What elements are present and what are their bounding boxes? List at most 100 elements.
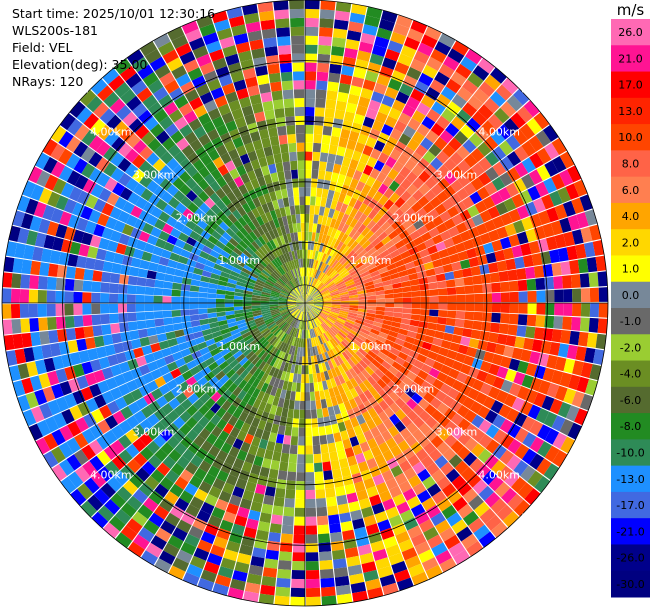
ray-gate-cell: [420, 231, 432, 242]
colorbar-tick-label: -21.0: [616, 525, 644, 538]
ray-gate-cell: [125, 214, 138, 227]
ray-gate-cell: [201, 328, 212, 336]
ray-gate-cell: [322, 301, 332, 303]
colorbar-bin: [611, 45, 650, 73]
ray-gate-cell: [79, 89, 97, 107]
ray-gate-cell: [364, 366, 375, 376]
ray-gate-cell: [232, 486, 245, 498]
ray-gate-cell: [315, 281, 322, 290]
ray-gate-cell: [382, 279, 393, 286]
ray-gate-cell: [439, 383, 452, 395]
ray-gate-cell: [307, 338, 310, 348]
ray-gate-cell: [305, 303, 311, 311]
ray-gate-cell: [370, 445, 382, 458]
ray-gate-cell: [449, 342, 460, 352]
ray-gate-cell: [575, 346, 587, 362]
ray-gate-cell: [531, 253, 543, 266]
ray-gate-cell: [305, 409, 312, 419]
ray-gate-cell: [224, 140, 236, 153]
ray-gate-cell: [435, 273, 446, 282]
ray-gate-cell: [82, 292, 92, 303]
ray-gate-cell: [476, 223, 488, 236]
ray-gate-cell: [364, 230, 375, 240]
ray-gate-cell: [271, 271, 280, 280]
ray-gate-cell: [283, 98, 294, 108]
ray-gate-cell: [308, 231, 313, 241]
ray-gate-cell: [216, 418, 228, 431]
ray-gate-cell: [255, 319, 265, 325]
ray-gate-cell: [305, 303, 314, 306]
ray-gate-cell: [388, 330, 399, 338]
ray-gate-cell: [233, 350, 243, 360]
ray-gate-cell: [350, 417, 360, 428]
range-label: 5.00km: [521, 511, 563, 524]
ray-gate-cell: [471, 428, 486, 443]
ray-gate-cell: [303, 303, 305, 312]
ray-gate-cell: [353, 375, 363, 385]
ray-gate-cell: [332, 468, 343, 479]
ray-gate-cell: [421, 34, 438, 49]
ray-gate-cell: [327, 505, 339, 516]
ray-gate-cell: [336, 265, 345, 274]
ray-gate-cell: [292, 552, 305, 562]
ray-gate-cell: [289, 151, 297, 162]
ray-gate-cell: [163, 281, 173, 289]
ray-gate-cell: [318, 314, 326, 321]
ray-gate-cell: [353, 425, 363, 436]
ray-gate-cell: [567, 214, 581, 231]
ray-gate-cell: [299, 276, 303, 286]
ray-gate-cell: [165, 171, 179, 184]
ray-gate-cell: [261, 576, 277, 587]
ray-gate-cell: [338, 312, 348, 317]
ray-gate-cell: [120, 88, 136, 105]
ray-gate-cell: [130, 205, 143, 218]
ray-gate-cell: [286, 363, 292, 373]
ray-gate-cell: [332, 163, 342, 174]
ray-gate-cell: [165, 469, 180, 484]
ray-gate-cell: [327, 153, 336, 164]
ray-gate-cell: [113, 373, 126, 387]
ray-gate-cell: [93, 488, 110, 505]
ray-gate-cell: [185, 190, 198, 202]
ray-gate-cell: [325, 318, 334, 326]
ray-gate-cell: [257, 419, 267, 431]
ray-gate-cell: [306, 311, 308, 321]
ray-gate-cell: [411, 303, 421, 309]
ray-gate-cell: [557, 247, 569, 262]
ray-gate-cell: [524, 488, 541, 505]
ray-gate-cell: [576, 376, 590, 393]
ray-gate-cell: [456, 109, 472, 124]
ray-gate-cell: [139, 174, 153, 188]
ray-gate-cell: [240, 328, 250, 336]
ray-gate-cell: [153, 86, 169, 102]
ray-gate-cell: [296, 373, 302, 384]
ray-gate-cell: [125, 177, 139, 192]
ray-gate-cell: [421, 363, 432, 374]
ray-gate-cell: [436, 497, 452, 512]
ray-gate-cell: [204, 397, 216, 409]
ray-gate-cell: [508, 234, 520, 247]
ray-gate-cell: [382, 319, 393, 326]
ray-gate-cell: [315, 316, 322, 325]
ray-gate-cell: [325, 487, 336, 498]
ray-gate-cell: [216, 124, 229, 137]
colorbar-bin: [611, 124, 650, 151]
colorbar-bin: [611, 281, 650, 309]
ray-gate-cell: [371, 274, 382, 281]
ray-gate-cell: [179, 410, 192, 423]
ray-gate-cell: [391, 375, 402, 387]
ray-gate-cell: [466, 540, 484, 557]
ray-gate-cell: [83, 413, 97, 428]
ray-gate-cell: [382, 498, 396, 511]
ray-gate-cell: [266, 355, 274, 365]
ray-gate-cell: [206, 433, 218, 445]
ray-gate-cell: [257, 235, 266, 246]
ray-gate-cell: [169, 344, 181, 355]
ray-gate-cell: [49, 250, 61, 264]
ray-gate-cell: [311, 232, 316, 242]
ray-gate-cell: [269, 307, 279, 311]
ray-gate-cell: [345, 281, 355, 287]
ray-gate-cell: [517, 314, 528, 326]
ray-gate-cell: [23, 244, 35, 260]
ray-gate-cell: [333, 432, 342, 443]
